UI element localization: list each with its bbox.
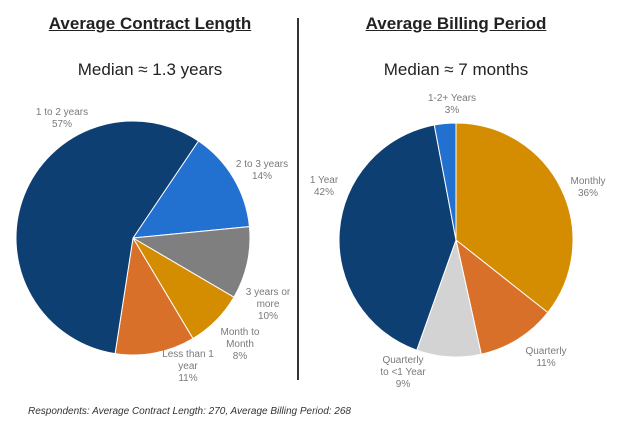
left-chart-subtitle: Median ≈ 1.3 years bbox=[77, 60, 223, 79]
pie-slice-0-0 bbox=[131, 140, 250, 239]
slice-label-0-0: 2 to 3 years 14% bbox=[236, 159, 288, 182]
footnote: Respondents: Average Contract Length: 27… bbox=[28, 406, 351, 417]
pie-slice-0-3 bbox=[114, 236, 194, 356]
pie-slice-1-3 bbox=[338, 124, 457, 351]
left-chart-title: Average Contract Length bbox=[48, 14, 252, 33]
right-chart-subtitle: Median ≈ 7 months bbox=[383, 60, 529, 79]
slice-label-0-4: 1 to 2 years 57% bbox=[36, 107, 88, 130]
pie-slice-1-4 bbox=[433, 122, 457, 241]
pie-slice-0-1 bbox=[131, 226, 251, 298]
slice-label-1-4: 1-2+ Years 3% bbox=[428, 93, 476, 116]
slice-label-1-1: Quarterly 11% bbox=[525, 346, 566, 369]
slice-label-0-2: Month to Month 8% bbox=[221, 327, 260, 362]
slice-label-1-3: 1 Year 42% bbox=[310, 175, 339, 198]
slice-label-0-1: 3 years or more 10% bbox=[246, 287, 291, 322]
divider bbox=[297, 18, 299, 380]
pie-slice-1-1 bbox=[455, 238, 549, 355]
slice-label-1-0: Monthly 36% bbox=[570, 176, 605, 199]
slice-label-1-2: Quarterly to <1 Year 9% bbox=[380, 355, 426, 390]
pie-slice-0-4 bbox=[15, 120, 200, 355]
slice-label-0-3: Less than 1 year 11% bbox=[162, 349, 214, 384]
right-chart-title: Average Billing Period bbox=[365, 14, 547, 33]
pie-slice-1-0 bbox=[455, 122, 574, 314]
